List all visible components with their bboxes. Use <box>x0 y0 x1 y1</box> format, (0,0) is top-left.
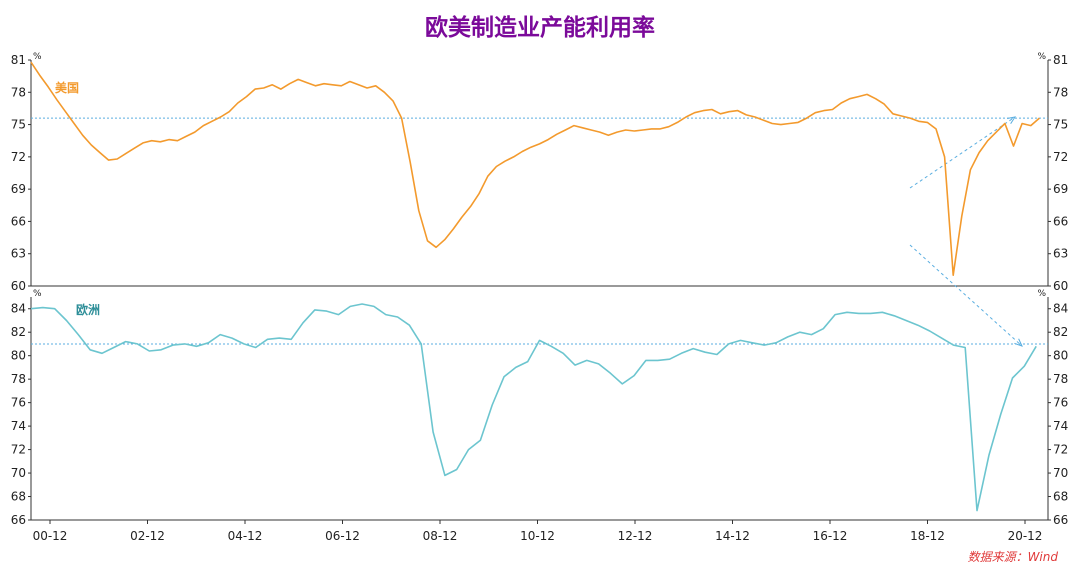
y-tick-label: 78 <box>1053 372 1068 386</box>
source-note: 数据来源：Wind <box>967 550 1058 564</box>
y-tick-label: 69 <box>11 182 26 196</box>
trend-arrow-head <box>1014 338 1023 347</box>
y-unit-label: % <box>1037 52 1046 62</box>
x-tick-label: 16-12 <box>813 529 848 543</box>
y-tick-label: 68 <box>11 490 26 504</box>
y-tick-label: 75 <box>11 118 26 132</box>
y-tick-label: 84 <box>11 302 26 316</box>
y-tick-label: 66 <box>1053 513 1068 527</box>
series-label: 美国 <box>55 80 79 95</box>
trend-arrow-head <box>1007 116 1017 124</box>
y-tick-label: 75 <box>1053 118 1068 132</box>
x-tick-label: 18-12 <box>910 529 945 543</box>
y-tick-label: 69 <box>1053 182 1068 196</box>
x-tick-label: 14-12 <box>715 529 750 543</box>
y-tick-label: 72 <box>11 443 26 457</box>
y-tick-label: 66 <box>11 513 26 527</box>
y-tick-label: 81 <box>1053 53 1068 67</box>
x-tick-label: 06-12 <box>325 529 360 543</box>
y-tick-label: 78 <box>1053 85 1068 99</box>
y-tick-label: 70 <box>11 466 26 480</box>
x-tick-label: 02-12 <box>130 529 165 543</box>
y-tick-label: 74 <box>1053 419 1068 433</box>
y-tick-label: 72 <box>1053 443 1068 457</box>
y-tick-label: 82 <box>11 325 26 339</box>
y-tick-label: 63 <box>1053 247 1068 261</box>
trend-arrow-line <box>909 244 1023 347</box>
y-tick-label: 70 <box>1053 466 1068 480</box>
y-tick-label: 63 <box>11 247 26 261</box>
y-tick-label: 78 <box>11 85 26 99</box>
x-tick-label: 20-12 <box>1008 529 1043 543</box>
y-tick-label: 72 <box>1053 150 1068 164</box>
y-tick-label: 76 <box>11 396 26 410</box>
y-tick-label: 72 <box>11 150 26 164</box>
y-tick-label: 80 <box>11 349 26 363</box>
series-label: 欧洲 <box>76 302 100 317</box>
chart-title: 欧美制造业产能利用率 <box>425 15 655 41</box>
y-unit-label: % <box>1037 289 1046 299</box>
y-tick-label: 78 <box>11 372 26 386</box>
series-line <box>30 303 1037 512</box>
y-tick-label: 82 <box>1053 325 1068 339</box>
y-tick-label: 74 <box>11 419 26 433</box>
y-tick-label: 80 <box>1053 349 1068 363</box>
y-unit-label: % <box>33 289 42 299</box>
y-tick-label: 81 <box>11 53 26 67</box>
x-tick-label: 10-12 <box>520 529 555 543</box>
trend-arrow-line <box>909 116 1016 189</box>
x-tick-label: 00-12 <box>33 529 68 543</box>
x-tick-label: 08-12 <box>423 529 458 543</box>
y-tick-label: 66 <box>1053 214 1068 228</box>
y-tick-label: 84 <box>1053 302 1068 316</box>
y-tick-label: 60 <box>11 279 26 293</box>
y-tick-label: 66 <box>11 214 26 228</box>
y-tick-label: 60 <box>1053 279 1068 293</box>
y-tick-label: 76 <box>1053 396 1068 410</box>
x-tick-label: 04-12 <box>228 529 263 543</box>
x-tick-label: 12-12 <box>618 529 653 543</box>
y-unit-label: % <box>33 52 42 62</box>
y-tick-label: 68 <box>1053 490 1068 504</box>
series-line <box>30 61 1040 277</box>
